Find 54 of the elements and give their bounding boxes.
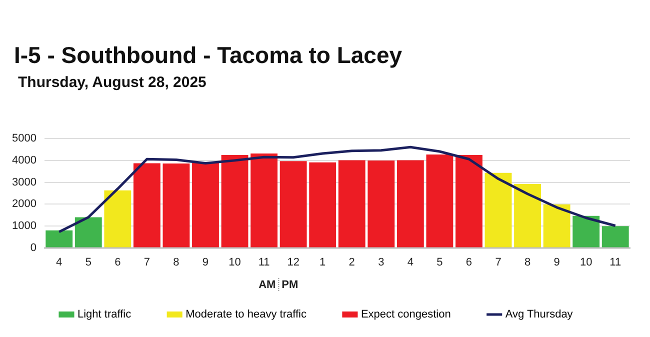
x-tick-label: 7 [495,256,502,268]
x-tick-label: 6 [114,256,121,268]
x-tick-label: 9 [202,256,209,268]
y-tick-label: 5000 [12,132,36,145]
x-tick-label: 11 [610,256,622,268]
x-tick-label: 3 [378,256,384,268]
legend-label: Expect congestion [360,308,451,321]
y-tick-label: 4000 [12,154,36,166]
x-tick-label: 8 [524,256,531,268]
bar [484,172,512,248]
bar [280,161,307,248]
x-tick-label: 2 [348,256,355,268]
bar [456,154,482,248]
x-tick-label: 4 [407,256,414,268]
x-tick-label: 6 [466,256,472,268]
x-tick-label: 12 [287,256,300,268]
bar [133,163,160,248]
x-tick-label: 7 [144,256,150,268]
bar [368,160,395,248]
bar [46,230,73,248]
legend-label: Light traffic [77,308,132,321]
y-tick-label: 0 [30,242,36,254]
bar [192,162,219,248]
x-tick-label: 9 [554,256,560,268]
bar [104,190,132,248]
x-tick-label: 4 [56,256,62,268]
x-tick-label: 10 [228,256,241,268]
chart-subtitle: Thursday, August 28, 2025 [18,74,206,91]
bar [74,217,102,248]
x-tick-label: 11 [258,256,270,268]
x-tick-label: 10 [580,256,592,268]
x-tick-label: 1 [320,256,326,268]
x-tick-label: 5 [436,256,443,268]
text: AM [258,279,276,292]
bar [572,216,600,248]
bar [602,226,629,248]
x-tick-label: 8 [173,256,180,268]
legend-label: Moderate to heavy traffic [186,308,307,321]
bar [543,204,570,248]
bar [309,162,336,248]
chart-title: I-5 - Southbound - Tacoma to Lacey [14,42,402,69]
bar [162,164,190,248]
x-tick-label: 5 [85,256,92,268]
bar [250,153,278,248]
bar [338,160,366,248]
bar [426,154,454,248]
legend-label: Avg Thursday [505,308,574,321]
bar [514,184,541,248]
y-tick-label: 3000 [12,176,36,188]
bar [396,160,424,248]
y-tick-label: 1000 [12,220,36,232]
text: PM [282,279,298,292]
y-tick-label: 2000 [12,198,36,210]
bar [221,154,248,248]
